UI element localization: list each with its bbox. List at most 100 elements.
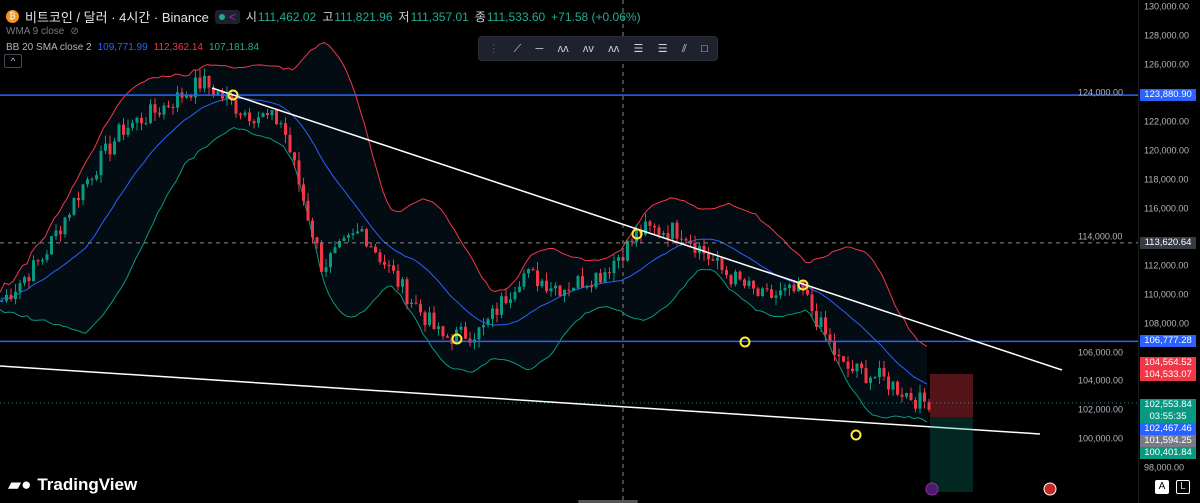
candle <box>207 75 211 88</box>
horizontal-ray-icon[interactable]: ─ <box>535 42 544 55</box>
bb-legend[interactable]: BB 20 SMA close 2 109,771.99 112,362.14 107… <box>6 42 260 53</box>
candle <box>113 141 116 155</box>
trend-line-icon[interactable]: ⟋ <box>513 42 522 55</box>
price-tick: 118,000.00 <box>1144 174 1189 185</box>
candle <box>383 261 386 265</box>
candle <box>243 112 247 116</box>
candle <box>324 267 328 272</box>
price-label: 102,467.46 <box>1140 423 1196 435</box>
candle <box>756 288 760 296</box>
pivot-marker <box>227 89 239 101</box>
price-label: 104,564.52 <box>1140 357 1196 369</box>
candle <box>72 197 76 215</box>
candle <box>648 221 652 226</box>
candle <box>657 227 661 235</box>
candle <box>522 273 526 287</box>
candle <box>162 105 166 115</box>
candle <box>815 310 818 327</box>
price-tick: 100,000.00 <box>1078 433 1124 444</box>
candle <box>500 296 503 315</box>
symbol-title[interactable]: 비트코인 / 달러 · 4시간 · Binance <box>25 10 209 25</box>
candle <box>828 334 832 342</box>
candle <box>275 110 278 125</box>
high-value: 111,821.96 <box>334 9 393 24</box>
candle <box>342 237 346 242</box>
candle <box>617 257 620 261</box>
price-label: 102,553.84 <box>1140 399 1196 411</box>
candle <box>428 312 431 326</box>
regression-icon[interactable]: ☰ <box>657 42 668 55</box>
candle <box>491 308 494 320</box>
candle <box>392 265 395 271</box>
candle <box>900 394 904 397</box>
candle <box>630 240 634 242</box>
candle <box>239 113 242 116</box>
candle <box>891 381 895 390</box>
candle <box>347 235 350 238</box>
candle <box>824 317 827 335</box>
candle <box>576 276 580 288</box>
candle <box>369 246 373 248</box>
tradingview-logo[interactable]: ▰● TradingView <box>8 475 138 494</box>
candle <box>414 302 418 304</box>
candle <box>792 284 796 292</box>
candle <box>185 94 188 98</box>
hidden-eye-icon[interactable]: ⊘ <box>70 26 79 37</box>
pivot-marker <box>631 228 643 240</box>
candle <box>338 241 341 248</box>
candle <box>203 75 206 89</box>
pattern-icon[interactable]: ʌʌ <box>557 42 569 55</box>
candle <box>356 231 359 234</box>
pivot-marker <box>451 333 463 345</box>
collapse-legend-button[interactable]: ^ <box>4 54 22 68</box>
abcd-pattern-icon[interactable]: ʌv <box>582 42 594 55</box>
fib-channel-icon[interactable]: ⫽ <box>681 42 687 55</box>
wma-legend[interactable]: WMA 9 close ⊘ <box>6 26 79 37</box>
log-scale-button[interactable]: L <box>1176 480 1190 494</box>
candle <box>41 259 44 262</box>
candle <box>36 260 40 262</box>
candle <box>149 104 152 124</box>
candle <box>261 113 265 118</box>
candle <box>819 317 823 327</box>
candle <box>675 222 679 239</box>
rectangle-icon[interactable]: □ <box>701 42 708 55</box>
candle <box>833 341 836 355</box>
candle <box>86 179 89 185</box>
drag-handle-icon[interactable]: ⋮ <box>488 42 500 55</box>
candle <box>540 280 544 287</box>
price-tick: 114,000.00 <box>1078 231 1123 242</box>
candle <box>729 275 733 285</box>
price-tick: 110,000.00 <box>1144 289 1189 300</box>
candle <box>846 361 850 369</box>
candle <box>257 117 260 124</box>
candle <box>927 401 931 410</box>
auto-scale-button[interactable]: A <box>1155 480 1169 494</box>
candle <box>545 280 548 292</box>
candle <box>851 368 854 372</box>
bb-basis-line <box>0 97 928 385</box>
parallel-channel-icon[interactable]: ☰ <box>633 42 644 55</box>
candle <box>882 367 886 377</box>
candle <box>671 222 674 239</box>
candle <box>581 276 584 288</box>
candle <box>716 257 719 261</box>
candle <box>45 254 49 260</box>
candle <box>189 94 193 98</box>
candle <box>441 326 445 337</box>
candle <box>531 269 535 271</box>
abc-pattern-icon[interactable]: ʌʌ <box>608 42 620 55</box>
candle <box>558 285 562 296</box>
open-value: 111,462.02 <box>257 9 317 24</box>
candle <box>896 381 899 395</box>
market-status[interactable]: < <box>214 9 240 24</box>
candle <box>423 312 427 326</box>
price-tick: 104,000.00 <box>1078 375 1124 386</box>
candle <box>279 123 283 125</box>
price-chart[interactable] <box>0 0 1138 503</box>
candle <box>702 245 706 254</box>
horizontal-scrollbar[interactable] <box>578 500 638 503</box>
candle <box>608 272 611 274</box>
candle <box>594 273 598 288</box>
candle <box>585 285 589 288</box>
